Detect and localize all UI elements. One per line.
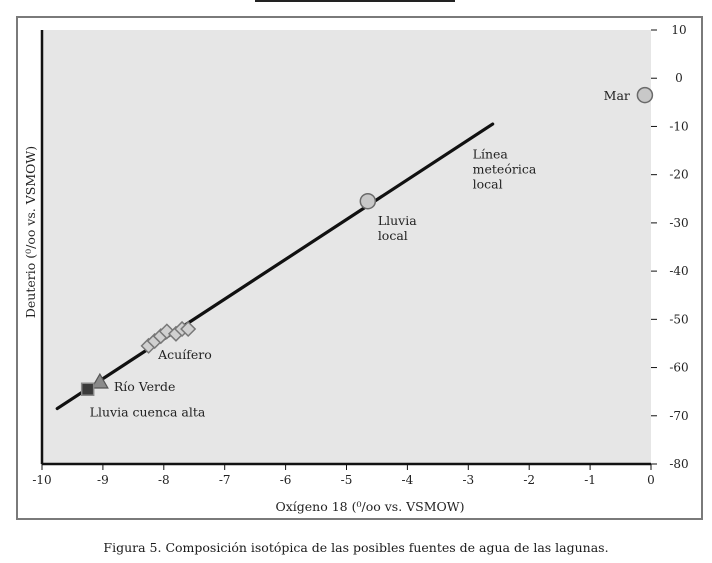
y-tick-label: -40 (669, 264, 688, 278)
x-tick-label: -6 (280, 473, 292, 487)
plot-background (42, 30, 651, 464)
x-axis-title: Oxígeno 18 (⁰/oo vs. VSMOW) (275, 499, 464, 514)
meteoric-line-group (55, 122, 495, 411)
x-tick-label: -8 (158, 473, 170, 487)
top-rule (255, 0, 455, 2)
marker-square (80, 382, 95, 397)
annotation-line: local (378, 228, 408, 243)
marker-diamond (180, 320, 197, 338)
x-tick-label: -7 (219, 473, 231, 487)
annotation-line: Línea (473, 147, 509, 162)
y-tick-label: -10 (669, 119, 688, 133)
annotation-line: Lluvia cuenca alta (90, 404, 206, 419)
annotation-line: Acuífero (157, 347, 212, 362)
annotation-lluvia-local: Lluvia local (378, 213, 417, 243)
annotation-line: meteórica (473, 162, 537, 177)
marker-triangle (90, 372, 109, 389)
annotation-lluvia-cuenca-alta: Lluvia cuenca alta (90, 404, 206, 419)
annotation-mar: Mar (604, 88, 630, 103)
x-tick-label: -10 (32, 473, 51, 487)
y-axis-title: Deuterio (⁰/oo vs. VSMOW) (23, 146, 38, 318)
x-tick-label: 0 (647, 473, 655, 487)
y-tick-label: -60 (669, 361, 688, 375)
x-tick-label: -2 (523, 473, 535, 487)
annotation-acuifero: Acuífero (157, 347, 212, 362)
annotation-rio-verde: Río Verde (114, 379, 176, 394)
y-tick-label: 10 (671, 23, 686, 37)
marker-circle (636, 86, 654, 104)
annotation-line: local (473, 177, 503, 192)
y-tick-label: -80 (669, 457, 688, 471)
x-tick-label: -3 (462, 473, 474, 487)
annotation-line: Río Verde (114, 379, 176, 394)
y-tick-label: -70 (669, 409, 688, 423)
y-tick-label: -20 (669, 168, 688, 182)
isotope-chart: -10 -9 -8 -7 -6 -5 -4 -3 -2 -1 0 100-10-20-30-40-5… (23, 23, 689, 514)
y-tick-label: 0 (675, 71, 683, 85)
x-tick-label: -5 (341, 473, 353, 487)
x-axis-ticks: -10 -9 -8 -7 -6 -5 -4 -3 -2 -1 0 (32, 464, 655, 487)
meteoric-line (55, 122, 495, 411)
marker-circle (359, 192, 377, 210)
y-axis-ticks: 10 0 -10 -20 -30 -40 -50 -60 -70 -80 (651, 23, 689, 471)
annotation-linea: Línea meteórica local (473, 147, 537, 192)
x-tick-label: -9 (97, 473, 109, 487)
y-tick-label: -50 (669, 312, 688, 326)
x-tick-label: -4 (402, 473, 414, 487)
x-tick-label: -1 (584, 473, 596, 487)
data-markers (80, 86, 654, 397)
annotation-line: Mar (604, 88, 630, 103)
figure-caption: Figura 5. Composición isotópica de las p… (103, 540, 609, 555)
annotation-line: Lluvia (378, 213, 417, 228)
y-tick-label: -30 (669, 216, 688, 230)
